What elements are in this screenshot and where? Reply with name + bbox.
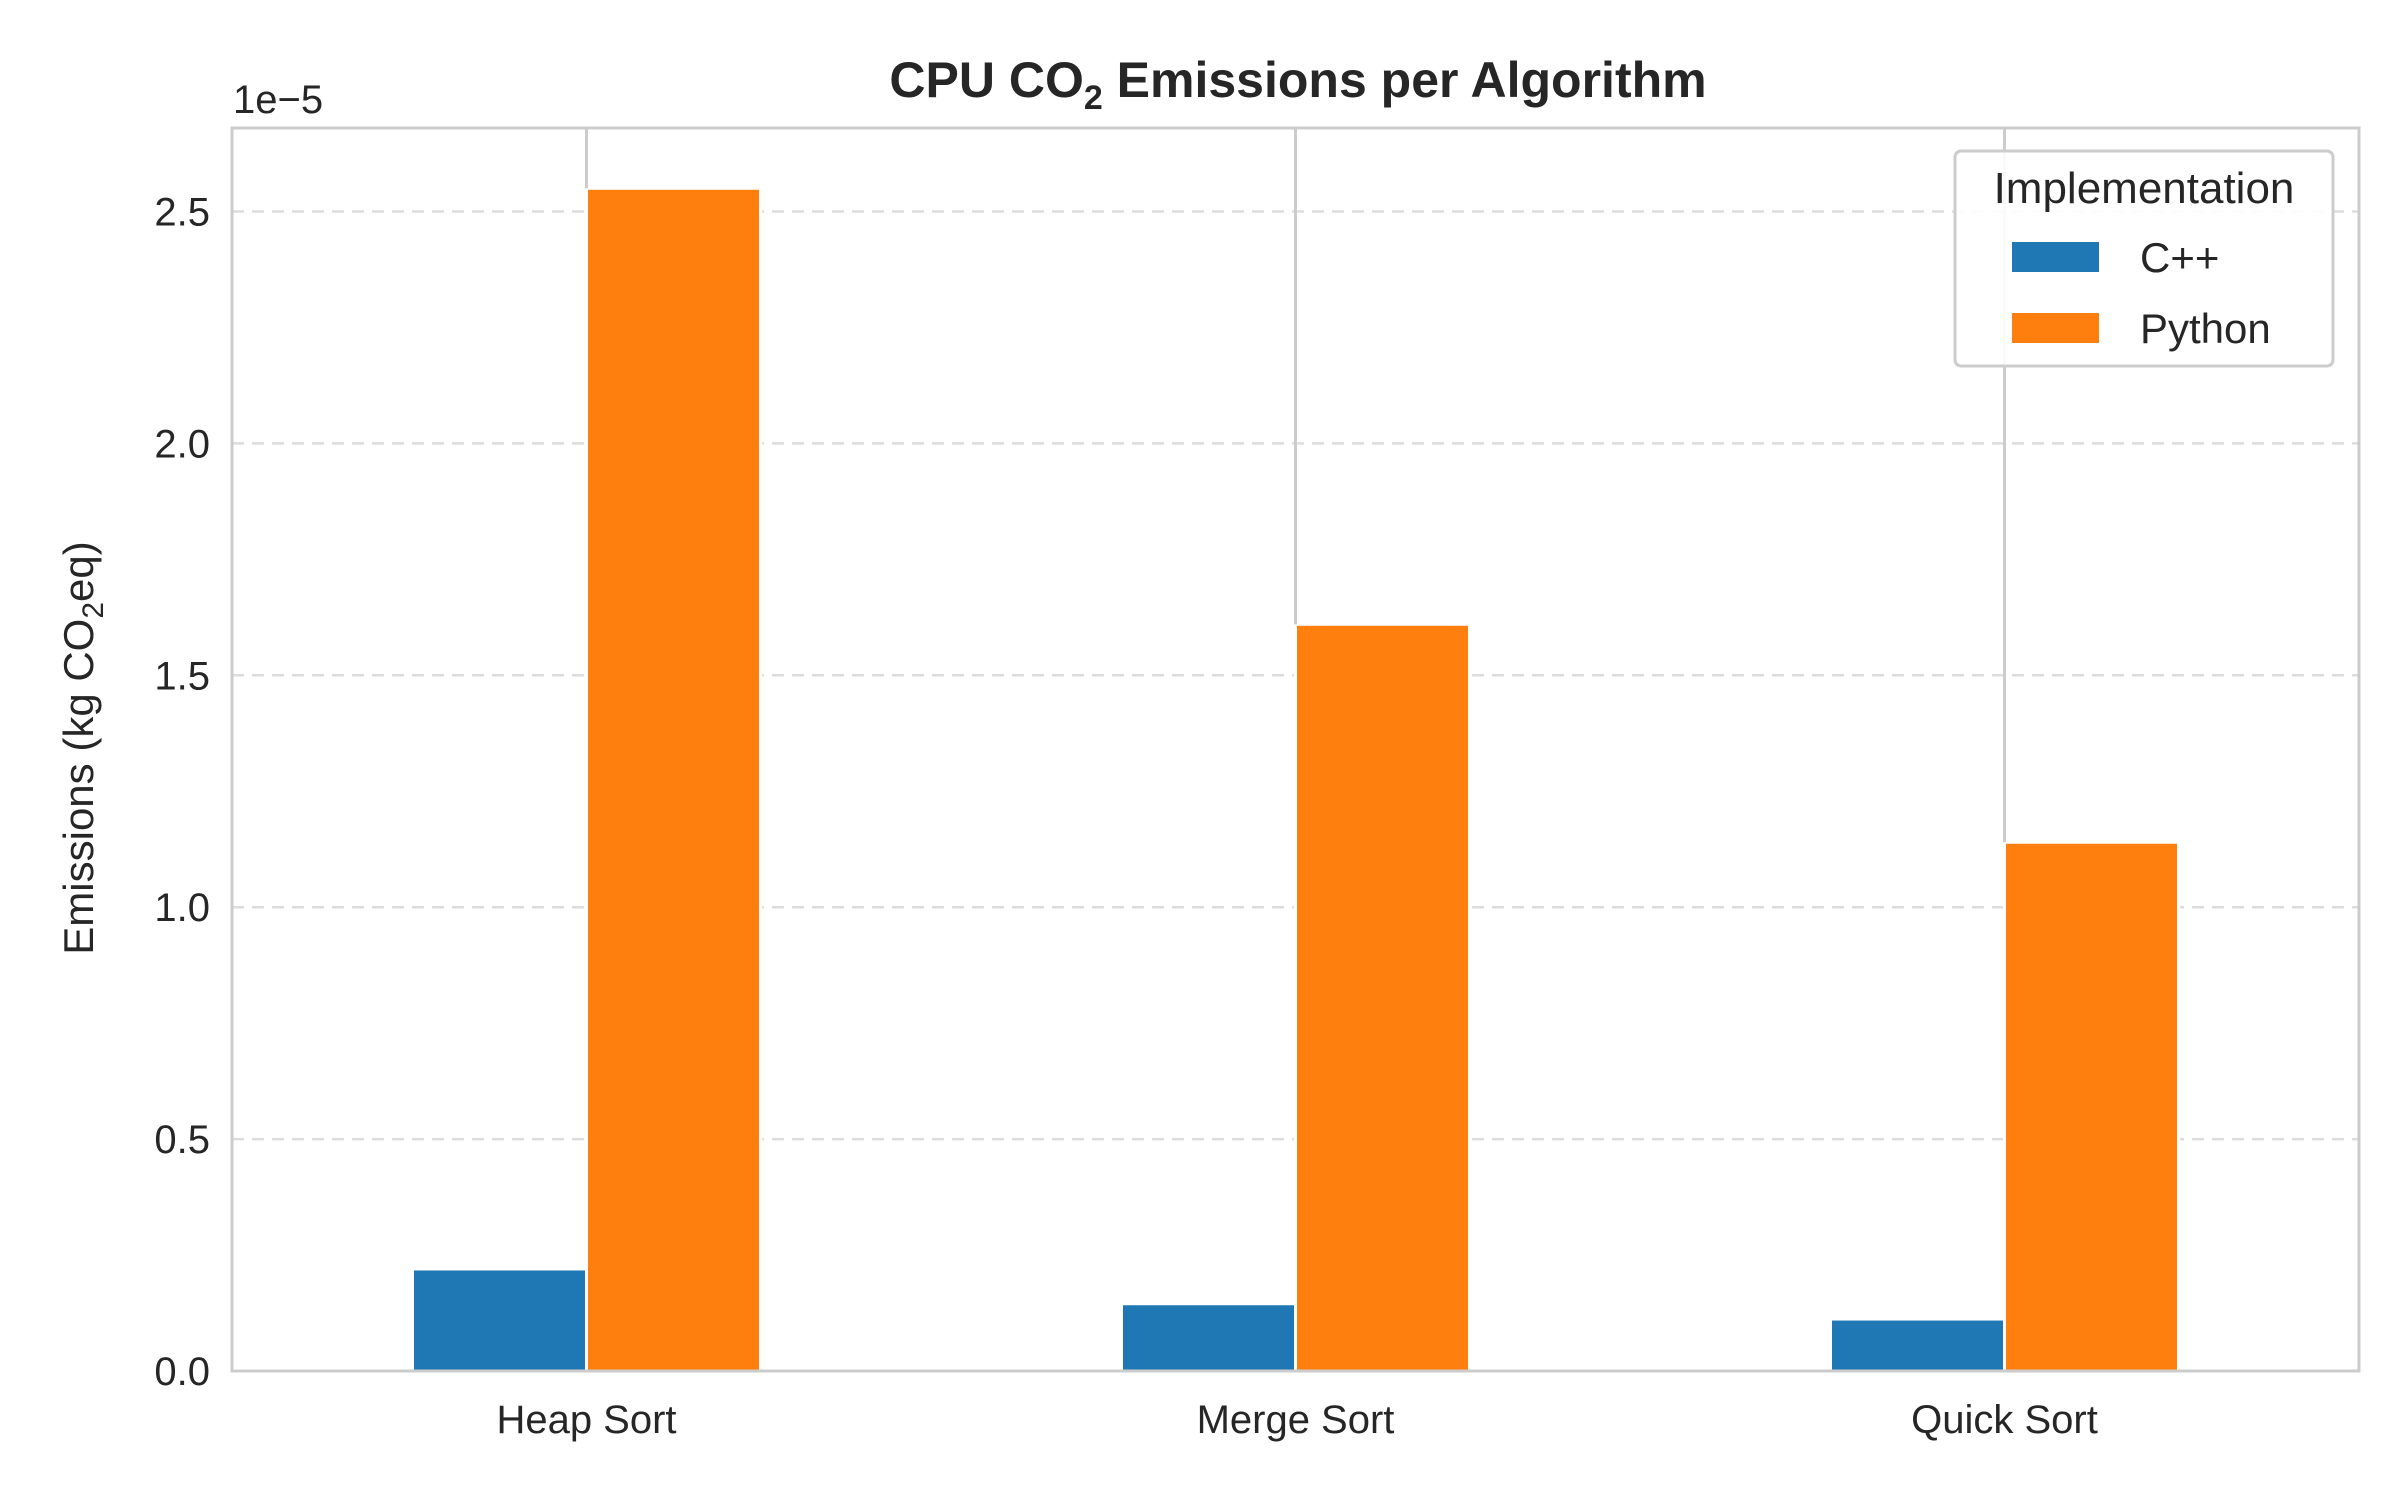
legend-swatch-python xyxy=(2012,313,2099,343)
y-tick-label: 0.5 xyxy=(154,1118,210,1162)
bar-python-2 xyxy=(2003,840,2180,1373)
legend-title: Implementation xyxy=(1994,164,2295,213)
x-tick-label: Heap Sort xyxy=(496,1398,676,1442)
bar-c-0 xyxy=(411,1267,588,1373)
y-tick-label: 1.0 xyxy=(154,886,210,930)
legend-swatch-c xyxy=(2012,242,2099,272)
bar-c-1 xyxy=(1120,1302,1297,1373)
y-tick-label: 1.5 xyxy=(154,654,210,698)
legend-frame xyxy=(1953,149,2335,368)
chart-title: CPU CO2 Emissions per Algorithm xyxy=(889,52,1706,117)
legend-entries: C++ Python xyxy=(2012,234,2271,352)
bar-c-2 xyxy=(1829,1317,2006,1373)
y-axis-offset-label: 1e−5 xyxy=(233,78,323,122)
y-tick-label: 0.0 xyxy=(154,1350,210,1394)
legend-label-python: Python xyxy=(2140,305,2271,352)
x-tick-label: Merge Sort xyxy=(1197,1398,1395,1442)
x-tick-label: Quick Sort xyxy=(1911,1398,2098,1442)
bar-python-1 xyxy=(1294,622,1471,1373)
x-tick-labels: Heap Sort Merge Sort Quick Sort xyxy=(496,1398,2097,1442)
y-axis-label: Emissions (kg CO2eq) xyxy=(55,541,110,954)
y-tick-labels: 0.0 0.5 1.0 1.5 2.0 2.5 xyxy=(154,190,210,1394)
plot-frame xyxy=(230,126,2361,1373)
y-tick-label: 2.0 xyxy=(154,422,210,466)
legend: Implementation C++ Python xyxy=(1953,149,2335,368)
bar-python-0 xyxy=(585,186,762,1373)
legend-label-c: C++ xyxy=(2140,234,2219,281)
y-tick-label: 2.5 xyxy=(154,190,210,234)
bars xyxy=(411,186,2180,1373)
